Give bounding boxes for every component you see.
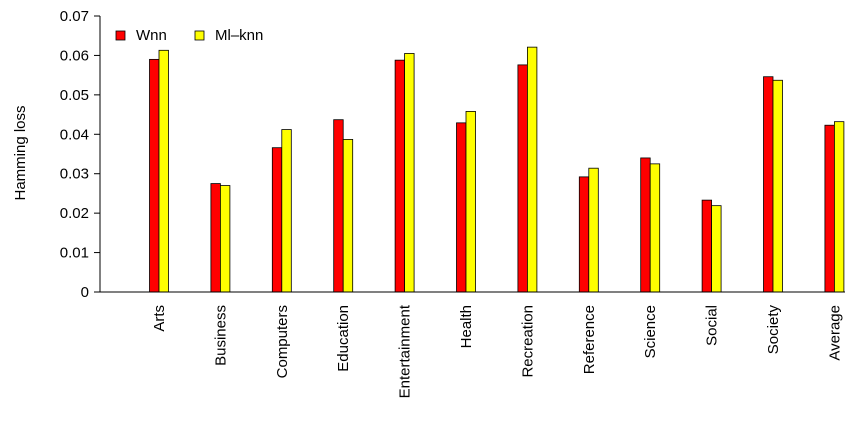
x-category-label: Average bbox=[826, 305, 843, 361]
bar-ml-knn-reference bbox=[588, 167, 599, 293]
bar-wnn-social bbox=[701, 199, 712, 293]
legend-label: Ml–knn bbox=[215, 27, 263, 44]
x-category-label: Entertainment bbox=[397, 304, 414, 398]
x-category-label: Computers bbox=[274, 305, 291, 378]
x-axis: Arts Business Computers Education Entertainm… bbox=[100, 291, 845, 398]
bar-wnn-arts bbox=[149, 58, 160, 293]
x-category-label: Education bbox=[335, 305, 352, 372]
y-tick-label: 0 bbox=[81, 284, 89, 301]
bar-ml-knn-health bbox=[465, 111, 476, 293]
y-axis: 0 0.01 0.02 0.03 0.04 0.05 0.06 0.07 bbox=[60, 8, 101, 301]
bar-ml-knn-entertainment bbox=[404, 53, 415, 293]
bar-wnn-computers bbox=[271, 147, 283, 293]
y-tick-label: 0.03 bbox=[60, 166, 89, 183]
y-tick-label: 0.02 bbox=[60, 205, 89, 222]
x-category-label: Science bbox=[642, 305, 659, 358]
bar-wnn-reference bbox=[578, 176, 590, 293]
x-category-label: Health bbox=[458, 305, 475, 348]
bar-wnn-business bbox=[210, 183, 221, 293]
y-tick-label: 0.06 bbox=[60, 47, 89, 64]
x-category-label: Society bbox=[765, 305, 782, 355]
bar-wnn-average bbox=[824, 124, 835, 293]
bar-ml-knn-recreation bbox=[527, 46, 538, 293]
bar-ml-knn-education bbox=[342, 139, 354, 293]
legend-swatch bbox=[115, 30, 126, 41]
y-tick-label: 0.05 bbox=[60, 87, 89, 104]
y-tick-label: 0.01 bbox=[60, 245, 89, 262]
bar-wnn-recreation bbox=[517, 64, 528, 293]
bar-wnn-science bbox=[640, 157, 651, 293]
y-axis-title: Hamming loss bbox=[12, 105, 29, 200]
bar-wnn-education bbox=[333, 119, 344, 293]
bar-wnn-health bbox=[456, 122, 467, 293]
legend-label: Wnn bbox=[136, 27, 167, 44]
bars bbox=[149, 46, 845, 293]
x-category-label: Business bbox=[212, 305, 229, 366]
bar-ml-knn-society bbox=[772, 79, 783, 293]
bar-ml-knn-social bbox=[711, 205, 722, 293]
bar-ml-knn-business bbox=[219, 185, 231, 293]
x-category-label: Social bbox=[704, 305, 721, 346]
bar-ml-knn-computers bbox=[281, 129, 292, 293]
bar-wnn-society bbox=[763, 76, 774, 293]
bar-ml-knn-arts bbox=[158, 49, 169, 293]
legend: Wnn Ml–knn bbox=[115, 27, 263, 44]
y-tick-label: 0.04 bbox=[60, 126, 89, 143]
x-category-label: Arts bbox=[151, 305, 168, 332]
x-category-label: Reference bbox=[581, 305, 598, 374]
bar-ml-knn-average bbox=[834, 121, 845, 293]
x-category-label: Recreation bbox=[519, 305, 536, 378]
bar-ml-knn-science bbox=[649, 163, 661, 293]
legend-swatch bbox=[194, 30, 205, 41]
bar-wnn-entertainment bbox=[394, 59, 406, 293]
y-tick-label: 0.07 bbox=[60, 8, 89, 25]
